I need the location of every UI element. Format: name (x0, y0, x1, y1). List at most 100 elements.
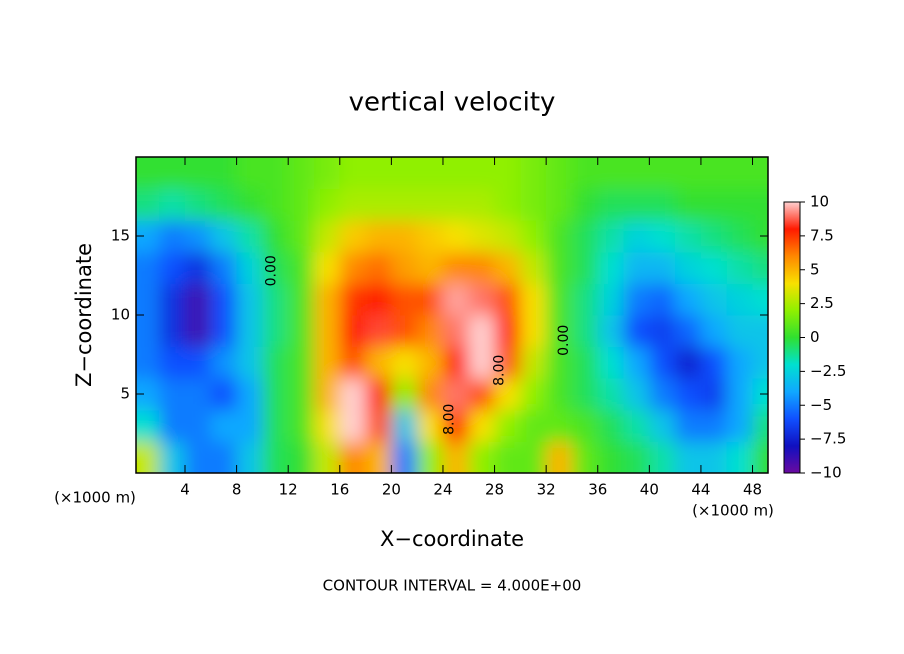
field-cell (417, 346, 444, 379)
field-cell (700, 283, 728, 316)
field-cell (391, 251, 418, 284)
field-cell (185, 251, 212, 284)
field-cell (442, 251, 470, 284)
field-cell (468, 378, 496, 411)
colorbar-tick-label: −7.5 (810, 430, 846, 448)
field-cell (417, 378, 444, 411)
field-cell (571, 441, 599, 473)
field-cell (210, 315, 238, 348)
colorbar-tick-label: −10 (810, 464, 842, 482)
field-cell (726, 220, 754, 253)
field-cell (159, 157, 186, 190)
field-cell (313, 346, 341, 379)
field-cell (468, 441, 496, 473)
field-cell (494, 157, 521, 190)
field-cell (262, 441, 289, 473)
y-tick-label: 5 (120, 385, 130, 403)
field-cell (262, 251, 289, 284)
field-cell (468, 220, 496, 253)
field-cell (236, 220, 263, 253)
x-tick-label: 12 (279, 481, 298, 499)
field-cell (468, 251, 496, 284)
field-cell (288, 251, 315, 284)
field-cell (649, 157, 676, 190)
field-cell (623, 157, 650, 190)
field-cell (623, 283, 650, 316)
field-cell (136, 409, 160, 442)
field-cell (752, 346, 768, 379)
field-cell (649, 409, 676, 442)
footer-note: CONTOUR INTERVAL = 4.000E+00 (323, 577, 582, 595)
field-cell (417, 220, 444, 253)
field-cell (700, 220, 728, 253)
field-cell (726, 157, 754, 190)
field-cell (649, 378, 676, 411)
colorbar-tick-label: 7.5 (810, 226, 834, 244)
field-cell (365, 378, 392, 411)
field-cell (546, 441, 573, 473)
field-cell (597, 157, 625, 190)
field-cell (520, 315, 547, 348)
colorbar-tick-label: 10 (810, 193, 829, 211)
field-cell (597, 188, 625, 221)
field-cell (468, 188, 496, 221)
field-cell (391, 220, 418, 253)
field-cell (675, 409, 702, 442)
field-cell (571, 283, 599, 316)
field-cell (494, 283, 521, 316)
field-cell (649, 220, 676, 253)
x-unit-label: (×1000 m) (692, 502, 774, 520)
field-cell (417, 315, 444, 348)
field-cell (597, 251, 625, 284)
field-cell (136, 188, 160, 221)
field-cell (365, 346, 392, 379)
field-cell (210, 378, 238, 411)
field-cell (288, 409, 315, 442)
field-cell (623, 188, 650, 221)
field-cell (159, 220, 186, 253)
field-cell (185, 346, 212, 379)
field-cell (391, 188, 418, 221)
field-cell (159, 441, 186, 473)
field-cell (571, 157, 599, 190)
field-cell (136, 441, 160, 473)
field-cell (675, 283, 702, 316)
field-cell (262, 220, 289, 253)
chart-title: vertical velocity (349, 88, 556, 118)
field-cell (339, 441, 367, 473)
field-cell (136, 378, 160, 411)
field-cell (313, 251, 341, 284)
field-cell (726, 315, 754, 348)
field-cell (391, 409, 418, 442)
field-cell (675, 315, 702, 348)
field-cell (520, 346, 547, 379)
colorbar-tick-label: 5 (810, 260, 820, 278)
field-cell (185, 409, 212, 442)
field-cell (649, 346, 676, 379)
field-cell (520, 378, 547, 411)
field-cell (185, 283, 212, 316)
field-cell (623, 441, 650, 473)
field-cell (288, 378, 315, 411)
field-cell (136, 283, 160, 316)
colorbar-tick-label: 2.5 (810, 294, 834, 312)
x-axis-label: X−coordinate (380, 527, 524, 551)
field-cell (571, 346, 599, 379)
field-cell (546, 251, 573, 284)
field-cell (159, 378, 186, 411)
field-cell (391, 283, 418, 316)
field-cell (546, 315, 573, 348)
x-tick-label: 28 (485, 481, 504, 499)
field-cell (236, 315, 263, 348)
field-cell (262, 346, 289, 379)
field-cell (313, 188, 341, 221)
field-cell (159, 346, 186, 379)
contour-label: 8.00 (441, 404, 457, 435)
field-cell (365, 157, 392, 190)
field-cell (468, 283, 496, 316)
field-cell (185, 441, 212, 473)
contour-label: 8.00 (492, 355, 508, 386)
field-cell (675, 378, 702, 411)
field-cell (597, 346, 625, 379)
field-cell (571, 378, 599, 411)
